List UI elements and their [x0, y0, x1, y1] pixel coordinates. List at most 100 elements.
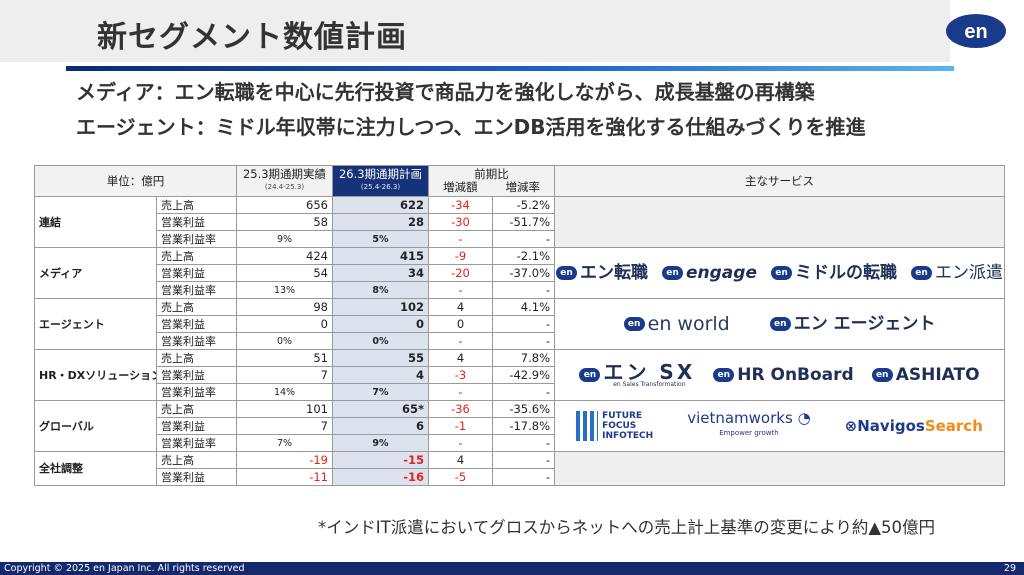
service-vietnamworks: vietnamworks ◔ Empower growth [687, 411, 810, 441]
service-label: エン転職 [580, 262, 648, 283]
diff-cell: - [428, 332, 493, 350]
logo-text: en [964, 21, 987, 43]
services-cell-hrdx: en エン SX en Sales Transformation en HR OnBo… [554, 349, 1005, 401]
services-cell-consolidated [554, 196, 1005, 248]
table-row: 営業利益 54 34 -20 -37.0% [35, 264, 1005, 282]
table-row: 営業利益 7 6 -1 -17.8% [35, 417, 1005, 435]
rate-label: 増減率 [505, 180, 541, 194]
en-mark-icon: en [662, 266, 683, 280]
yoy-header: 前期比 増減額 増減率 [428, 165, 555, 197]
metric-cell: 売上高 [156, 298, 237, 316]
subtitle-agent: エージェント：ミドル年収帯に注力しつつ、エンDB活用を強化する仕組みづくりを推進 [76, 115, 866, 139]
actual-cell: 0% [236, 332, 333, 350]
metric-cell: 売上高 [156, 400, 237, 418]
actual-cell: -11 [236, 468, 333, 486]
service-label: ミドルの転職 [794, 262, 897, 283]
plan-title: 26.3期通期計画 [338, 167, 423, 181]
table-row: メディア 売上高 424 415 -9 -2.1% en エン転職 en engag… [34, 247, 1005, 299]
diff-cell: -5 [428, 468, 493, 486]
metric-cell: 営業利益率 [156, 434, 237, 452]
plan-cell: 0% [332, 332, 429, 350]
actual-cell: 9% [236, 230, 333, 248]
rate-cell: -5.2% [492, 196, 555, 214]
services-cell-media: en エン転職 en engage en ミドルの転職 en エン派遣 [554, 247, 1005, 299]
segment-label: エージェント [34, 298, 157, 350]
table-row: 営業利益率 14% 7% - - [35, 383, 1005, 401]
rate-cell: -17.8% [492, 417, 555, 435]
actual-cell: 13% [236, 281, 333, 299]
service-ashiato: en ASHIATO [871, 366, 980, 383]
service-label: Search [924, 416, 983, 435]
table-row: 営業利益 7 4 -3 -42.9% [35, 366, 1005, 384]
en-mark-icon: en [769, 317, 791, 331]
diff-cell: - [428, 434, 493, 452]
service-label: エン エージェント [793, 313, 936, 334]
actual-cell: 656 [236, 196, 333, 214]
segment-label: グローバル [34, 400, 157, 452]
rate-cell: - [492, 383, 555, 401]
metric-cell: 営業利益率 [156, 332, 237, 350]
metric-cell: 営業利益 [156, 264, 237, 282]
plan-header: 26.3期通期計画 (25.4-26.3) [332, 165, 429, 197]
diff-cell: -30 [428, 213, 493, 231]
copyright-text: Copyright © 2025 en Japan Inc. All right… [4, 563, 245, 574]
rate-cell: 7.8% [492, 349, 555, 367]
plan-cell: 7% [332, 383, 429, 401]
plan-cell: -15 [332, 451, 429, 469]
metric-cell: 売上高 [156, 451, 237, 469]
plan-cell: 65* [332, 400, 429, 418]
actual-cell: 0 [236, 315, 333, 333]
actual-period: (24.4-25.3) [264, 183, 305, 191]
plan-cell: 102 [332, 298, 429, 316]
services-cell-adjustment [554, 451, 1005, 486]
actual-header: 25.3期通期実績 (24.4-25.3) [236, 165, 333, 197]
plan-cell: 8% [332, 281, 429, 299]
service-en-sx: en エン SX en Sales Transformation [579, 362, 695, 388]
rate-cell: -37.0% [492, 264, 555, 282]
rate-cell: - [492, 315, 555, 333]
en-mark-icon: en [910, 266, 932, 280]
diff-cell: -20 [428, 264, 493, 282]
service-label: エン派遣 [934, 262, 1003, 283]
actual-cell: 424 [236, 247, 333, 265]
services-cell-global: FUTURE FOCUS INFOTECH vietnamworks ◔ Empowe… [554, 400, 1005, 452]
service-label: FOCUS [602, 421, 637, 431]
service-label: FUTURE [602, 411, 643, 421]
table-row: 営業利益 -11 -16 -5 - [35, 468, 1005, 486]
actual-cell: 14% [236, 383, 333, 401]
rate-cell: - [492, 332, 555, 350]
en-mark-icon: en [556, 266, 577, 280]
service-label: engage [686, 262, 757, 283]
en-japan-logo: en [946, 14, 1006, 48]
segment-label: 連結 [34, 196, 157, 248]
plan-cell: 5% [332, 230, 429, 248]
rate-cell: -35.6% [492, 400, 555, 418]
diff-cell: -36 [428, 400, 493, 418]
service-label: Navigos [857, 416, 925, 435]
plan-cell: 415 [332, 247, 429, 265]
rate-cell: - [492, 230, 555, 248]
rate-cell: - [492, 468, 555, 486]
table-row: 営業利益率 7% 9% - - [35, 434, 1005, 452]
metric-cell: 営業利益 [156, 417, 237, 435]
actual-cell: 98 [236, 298, 333, 316]
service-tagline: en Sales Transformation [613, 380, 686, 388]
diff-label: 増減額 [443, 180, 478, 194]
actual-title: 25.3期通期実績 [242, 167, 327, 181]
service-en-haken: en エン派遣 [910, 262, 1003, 283]
subtitle-media: メディア：エン転職を中心に先行投資で商品力を強化しながら、成長基盤の再構築 [76, 80, 815, 104]
table-row: 営業利益 58 28 -30 -51.7% [35, 213, 1005, 231]
page-title: 新セグメント数値計画 [97, 20, 407, 55]
footnote: *インドIT派遣においてグロスからネットへの売上計上基準の変更により約▲50億円 [318, 518, 936, 537]
actual-cell: 7% [236, 434, 333, 452]
actual-cell: -19 [236, 451, 333, 469]
footer-bar: Copyright © 2025 en Japan Inc. All right… [0, 562, 1024, 575]
table-header-row: 単位：億円 25.3期通期実績 (24.4-25.3) 26.3期通期計画 (25.… [34, 165, 1005, 197]
table-row: 全社調整 売上高 -19 -15 4 - [34, 451, 1005, 486]
table-row: HR・DXソリューション 売上高 51 55 4 7.8% en エン SX en … [34, 349, 1005, 401]
plan-cell: 55 [332, 349, 429, 367]
segment-label: HR・DXソリューション [34, 349, 157, 401]
diff-cell: 4 [428, 349, 493, 367]
metric-cell: 営業利益率 [156, 230, 237, 248]
plan-cell: -16 [332, 468, 429, 486]
